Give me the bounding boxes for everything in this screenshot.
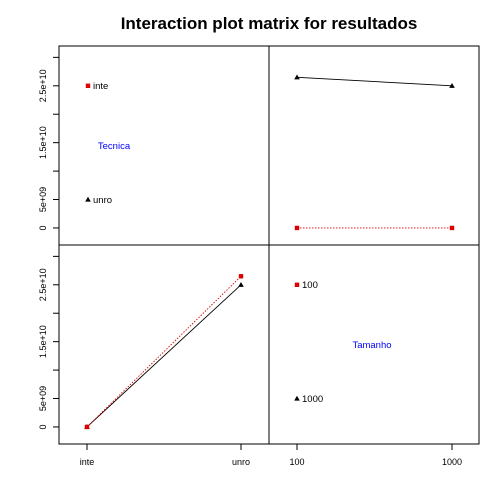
chart-title: Interaction plot matrix for resultados <box>121 14 418 33</box>
point-100-inte <box>84 424 90 430</box>
y-tick-label: 5e+09 <box>38 187 48 212</box>
point-unro-100 <box>294 74 300 80</box>
point-1000-unro <box>238 282 244 287</box>
series-line-1000 <box>86 284 242 428</box>
y-axis: 0 5e+09 1.5e+10 2.5e+10 0 5e+09 1.5e+10 2.5e+10 <box>38 56 59 429</box>
legend-marker-100 <box>294 282 300 287</box>
x-tick-label: 1000 <box>442 457 462 467</box>
legend-label-unro: unro <box>93 195 112 206</box>
y-tick-label: 2.5e+10 <box>38 69 48 102</box>
series-line-unro <box>296 76 453 87</box>
point-unro-1000 <box>449 83 455 88</box>
point-100-unro <box>238 274 244 279</box>
y-tick-label: 1.5e+10 <box>38 325 48 358</box>
legend-marker-inte <box>85 83 91 88</box>
panel-tecnica-label: Tecnica inte unro <box>85 81 131 206</box>
y-tick-label: 1.5e+10 <box>38 126 48 159</box>
series-line-100 <box>86 275 242 428</box>
factor-name-tecnica: Tecnica <box>98 141 131 152</box>
legend-label-100: 100 <box>302 280 318 291</box>
y-tick-label: 2.5e+10 <box>38 268 48 301</box>
y-tick-label: 5e+09 <box>38 386 48 411</box>
y-tick-label: 0 <box>38 225 48 230</box>
point-inte-1000 <box>449 225 455 231</box>
panel-tamanho-label: Tamanho 100 1000 <box>294 280 392 405</box>
legend-marker-unro <box>85 196 91 202</box>
panel-tecnica-by-tamanho <box>84 274 244 430</box>
x-tick-label: unro <box>232 457 250 467</box>
panel-tamanho-by-tecnica <box>294 74 455 231</box>
x-axis: inte unro 100 1000 <box>80 444 462 467</box>
y-tick-label: 0 <box>38 424 48 429</box>
x-tick-label: inte <box>80 457 95 467</box>
legend-marker-1000 <box>294 395 300 401</box>
point-inte-100 <box>294 225 300 231</box>
factor-name-tamanho: Tamanho <box>352 340 391 351</box>
legend-label-1000: 1000 <box>302 394 323 405</box>
x-tick-label: 100 <box>289 457 304 467</box>
plot-frame <box>58 45 480 445</box>
legend-label-inte: inte <box>93 81 108 92</box>
